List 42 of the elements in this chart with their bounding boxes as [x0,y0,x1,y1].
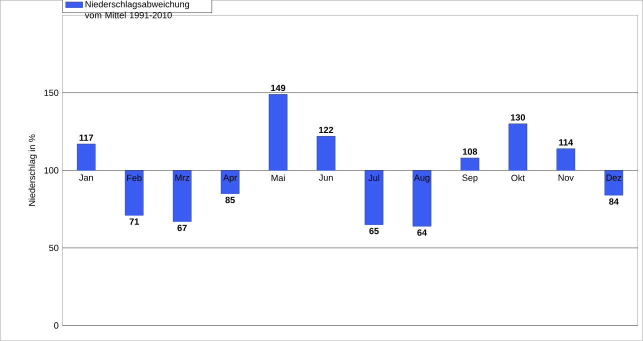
x-tick-label: Feb [127,174,142,182]
data-label: 84 [609,198,619,205]
x-tick-label: Jan [79,174,93,181]
bar [268,94,288,171]
bar [556,148,576,171]
x-tick-label: Aug [414,174,430,183]
data-label: 64 [417,230,427,236]
bar [412,170,432,227]
bar [172,170,192,222]
bar [364,170,384,225]
x-tick-label: Mrz [175,174,190,181]
x-tick-label: Apr [223,174,237,183]
legend-label: Niederschlagsabweichung vom Mittel 1991-2010 [84,0,190,18]
bar [508,124,528,171]
bar [124,170,144,216]
data-label: 117 [80,134,94,141]
data-label: 130 [510,114,526,121]
y-tick-label: 50 [49,244,58,252]
x-tick-label: Okt [511,174,525,182]
y-tick-label: 150 [44,90,58,96]
data-label: 149 [271,84,286,92]
data-label: 65 [369,228,379,234]
x-tick-label: Sep [462,174,478,183]
data-label: 71 [130,218,139,225]
y-tick-label: 0 [54,322,58,329]
data-label: 85 [225,196,235,204]
data-label: 67 [178,224,187,232]
x-tick-label: Mai [272,174,285,182]
data-label: 114 [559,139,574,146]
x-tick-label: Jun [318,174,333,181]
x-tick-label: Nov [558,174,574,181]
bar [316,136,336,171]
data-label: 122 [319,126,334,134]
y-tick-label: 100 [44,167,58,174]
y-axis-title: Niederschlag in % [28,134,37,206]
bar [220,170,240,194]
x-tick-label: Dez [606,174,622,181]
bar [460,158,480,171]
data-label: 108 [463,148,478,155]
x-tick-label: Jul [368,174,380,182]
bar [604,170,624,196]
bar [76,144,96,171]
